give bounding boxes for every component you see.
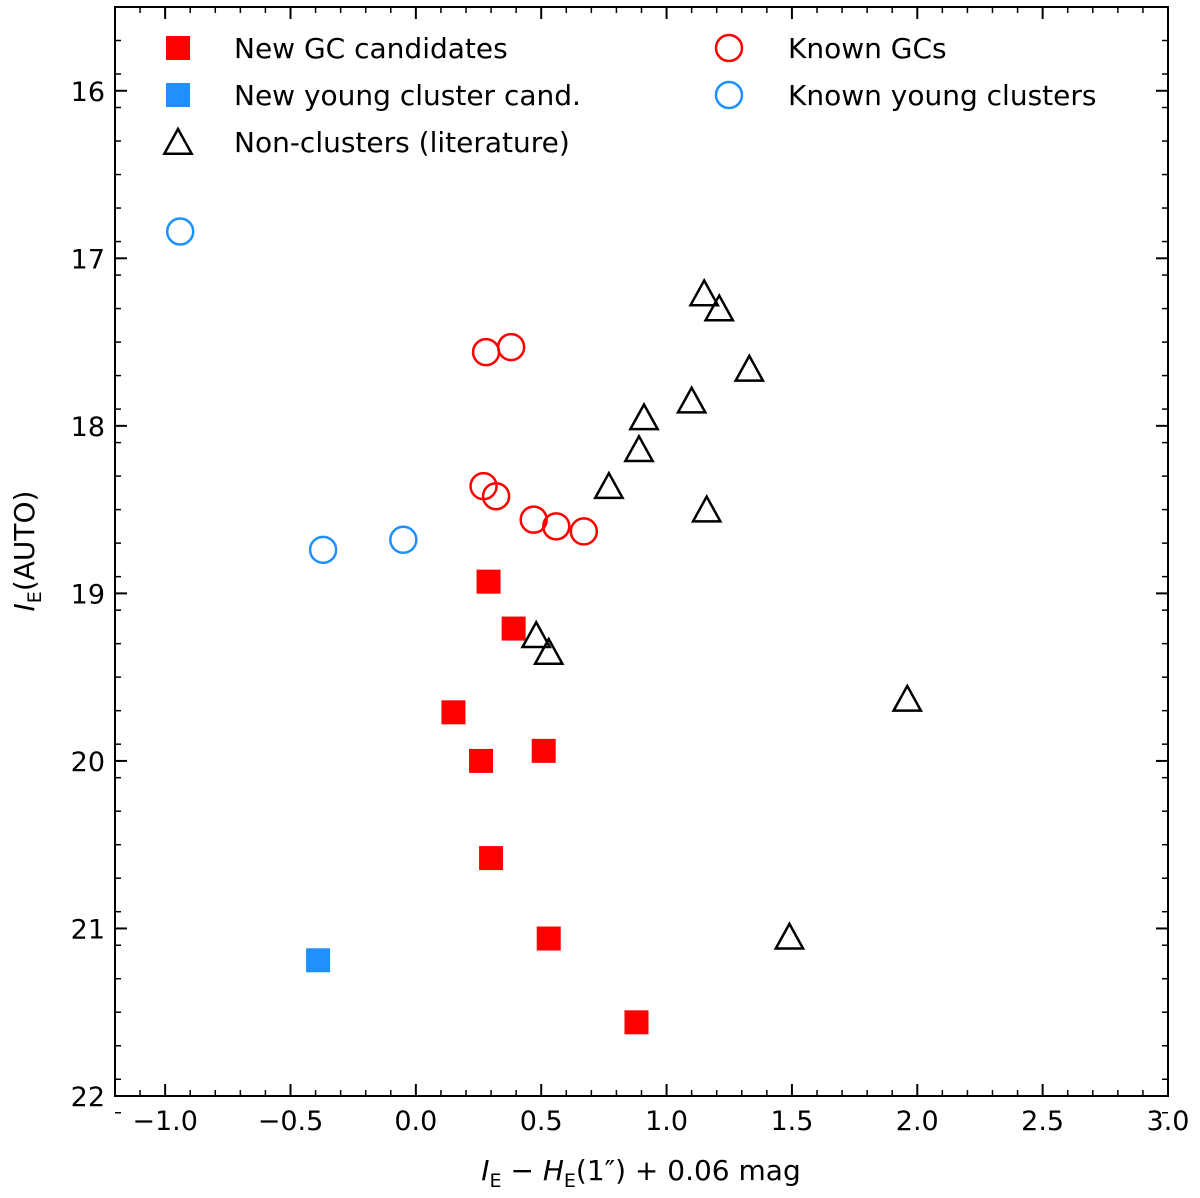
new-gc-candidates-point <box>536 926 561 951</box>
non-clusters-literature-point <box>628 401 660 431</box>
known-gcs-point <box>542 512 571 541</box>
non-clusters-literature-point <box>891 683 924 712</box>
new-gc-candidates-point <box>479 846 504 871</box>
known-gcs-point <box>496 332 526 362</box>
y-tick-label: 19 <box>71 579 105 610</box>
x-tick-label: 3.0 <box>1147 1106 1190 1137</box>
x-tick-label: 1.5 <box>770 1106 813 1137</box>
legend-marker-new-young-cluster-cand <box>166 83 190 107</box>
y-tick-label: 20 <box>71 747 105 778</box>
non-clusters-literature-point <box>623 433 655 463</box>
known-young-clusters-point <box>308 535 338 565</box>
y-tick-label: 21 <box>71 914 105 945</box>
x-tick-label: −0.5 <box>258 1106 324 1137</box>
legend-label-non-clusters-literature: Non-clusters (literature) <box>234 126 570 159</box>
known-young-clusters-point <box>165 217 195 246</box>
x-tick-label: 2.5 <box>1021 1106 1064 1137</box>
y-axis-label: IE(AUTO) <box>8 491 46 612</box>
data-points <box>165 217 924 1035</box>
x-tick-label: 2.0 <box>896 1106 939 1137</box>
legend-label-new-young-cluster-cand: New young cluster cand. <box>234 79 581 112</box>
new-gc-candidates-point <box>531 738 556 763</box>
x-tick-label: 0.0 <box>394 1106 437 1137</box>
y-tick-label: 17 <box>71 244 105 275</box>
y-tick-label: 22 <box>71 1082 105 1113</box>
axis-tick-labels: −1.0 −0.5 0.0 0.5 1.0 1.5 2.0 2.5 3.0 16 17 18 19 20 2… <box>71 77 1190 1137</box>
legend-marker-known-gcs <box>714 33 744 63</box>
non-clusters-literature-point <box>733 353 766 382</box>
legend-marker-known-young-clusters <box>714 80 744 110</box>
legend: New GC candidates New young cluster cand.… <box>162 32 1096 159</box>
new-gc-candidates-point <box>469 748 494 773</box>
legend-marker-new-gc-candidates <box>166 36 190 60</box>
non-clusters-literature-point <box>688 277 720 307</box>
plot-area <box>115 7 1168 1096</box>
legend-label-known-young-clusters: Known young clusters <box>788 79 1096 112</box>
legend-marker-non-clusters-literature <box>162 126 194 155</box>
plot-frame <box>114 6 1169 1097</box>
non-clusters-literature-point <box>773 921 806 950</box>
known-young-clusters-point <box>389 525 418 555</box>
y-tick-label: 16 <box>71 77 105 108</box>
legend-label-new-gc-candidates: New GC candidates <box>234 32 508 65</box>
non-clusters-literature-point <box>690 494 723 523</box>
x-tick-label: 0.5 <box>520 1106 563 1137</box>
non-clusters-literature-point <box>593 470 625 500</box>
y-tick-label: 18 <box>71 412 105 443</box>
x-tick-label: −1.0 <box>132 1106 198 1137</box>
x-tick-label: 1.0 <box>645 1106 688 1137</box>
known-gcs-point <box>481 481 511 511</box>
new-gc-candidates-point <box>441 700 466 725</box>
non-clusters-literature-point <box>532 636 565 665</box>
known-gcs-point <box>569 517 599 546</box>
new-gc-candidates-point <box>501 616 526 641</box>
new-gc-candidates-point <box>624 1010 649 1035</box>
legend-label-known-gcs: Known GCs <box>788 32 947 65</box>
non-clusters-literature-point <box>703 292 735 322</box>
known-gcs-point <box>519 505 548 534</box>
new-young-cluster-cand-point <box>306 948 331 973</box>
new-gc-candidates-point <box>476 569 501 594</box>
non-clusters-literature-point <box>520 619 552 649</box>
x-axis-label: IE − HE(1″) + 0.06 mag <box>481 1154 800 1192</box>
non-clusters-literature-point <box>675 385 708 414</box>
